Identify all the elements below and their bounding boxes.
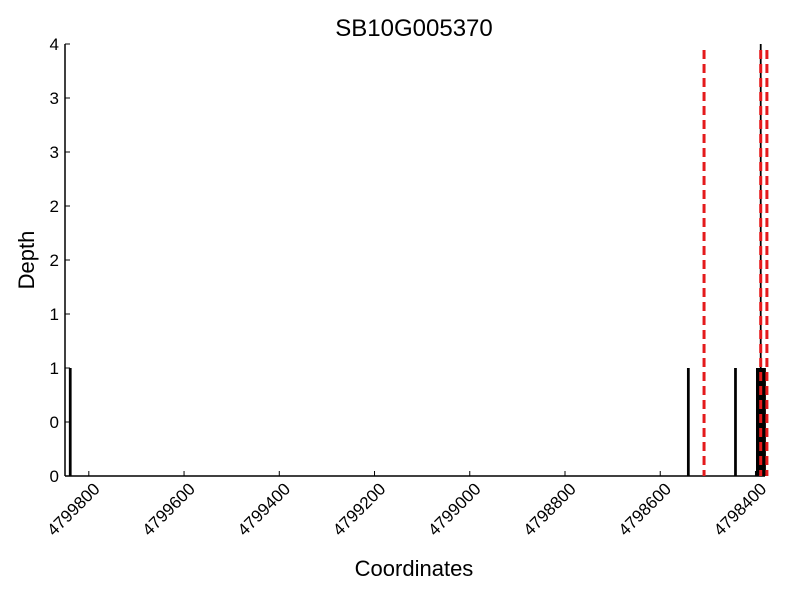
- x-tick-label: 4799000: [424, 479, 484, 539]
- x-tick-label: 4798600: [615, 479, 675, 539]
- y-tick-label: 0: [50, 413, 59, 432]
- y-axis-label: Depth: [14, 231, 39, 290]
- y-tick-label: 4: [50, 35, 59, 54]
- x-tick-label: 4798400: [710, 479, 770, 539]
- plot-area: 0 0 1 1 2 2 3 3 4 4799800 4799600 4799400 4799200 479…: [43, 35, 770, 540]
- x-tick-label: 4799400: [234, 479, 294, 539]
- x-tick-label: 4799600: [139, 479, 199, 539]
- y-tick-label: 3: [50, 89, 59, 108]
- y-tick-label: 2: [50, 251, 59, 270]
- y-tick-label: 0: [50, 467, 59, 486]
- chart-title: SB10G005370: [335, 15, 492, 42]
- y-tick-label: 1: [50, 305, 59, 324]
- x-tick-label: 4799800: [43, 479, 103, 539]
- y-tick-label: 2: [50, 197, 59, 216]
- x-axis-label: Coordinates: [355, 556, 474, 581]
- x-tick-label: 4799200: [329, 479, 389, 539]
- y-tick-label: 3: [50, 143, 59, 162]
- x-tick-label: 4798800: [520, 479, 580, 539]
- y-tick-label: 1: [50, 359, 59, 378]
